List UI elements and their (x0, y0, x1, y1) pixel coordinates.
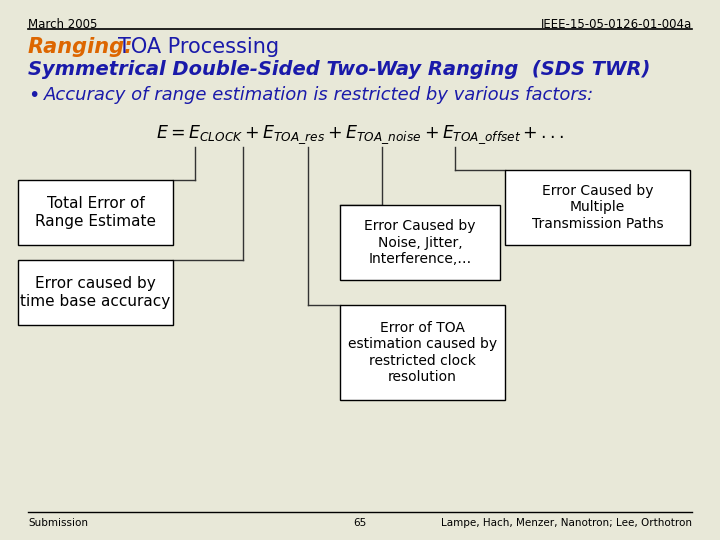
Text: Symmetrical Double-Sided Two-Way Ranging  (SDS TWR): Symmetrical Double-Sided Two-Way Ranging… (28, 60, 650, 79)
FancyBboxPatch shape (340, 305, 505, 400)
Text: Error Caused by
Multiple
Transmission Paths: Error Caused by Multiple Transmission Pa… (531, 184, 663, 231)
Text: Total Error of
Range Estimate: Total Error of Range Estimate (35, 197, 156, 229)
Text: IEEE-15-05-0126-01-004a: IEEE-15-05-0126-01-004a (541, 18, 692, 31)
Text: Error Caused by
Noise, Jitter,
Interference,…: Error Caused by Noise, Jitter, Interfere… (364, 219, 476, 266)
Text: Error caused by
time base accuracy: Error caused by time base accuracy (20, 276, 171, 309)
Text: Lampe, Hach, Menzer, Nanotron; Lee, Orthotron: Lampe, Hach, Menzer, Nanotron; Lee, Orth… (441, 518, 692, 528)
Text: TOA Processing: TOA Processing (118, 37, 279, 57)
Text: $E = E_{CLOCK} + E_{TOA\_res} + E_{TOA\_noise} + E_{TOA\_offset} + ...$: $E = E_{CLOCK} + E_{TOA\_res} + E_{TOA\_… (156, 124, 564, 146)
Text: Accuracy of range estimation is restricted by various factors:: Accuracy of range estimation is restrict… (44, 86, 594, 104)
Text: Error of TOA
estimation caused by
restricted clock
resolution: Error of TOA estimation caused by restri… (348, 321, 497, 384)
Text: Ranging:: Ranging: (28, 37, 133, 57)
FancyBboxPatch shape (18, 260, 173, 325)
Text: •: • (28, 86, 40, 105)
Text: Submission: Submission (28, 518, 88, 528)
FancyBboxPatch shape (18, 180, 173, 245)
FancyBboxPatch shape (340, 205, 500, 280)
FancyBboxPatch shape (505, 170, 690, 245)
Text: 65: 65 (354, 518, 366, 528)
Text: March 2005: March 2005 (28, 18, 97, 31)
